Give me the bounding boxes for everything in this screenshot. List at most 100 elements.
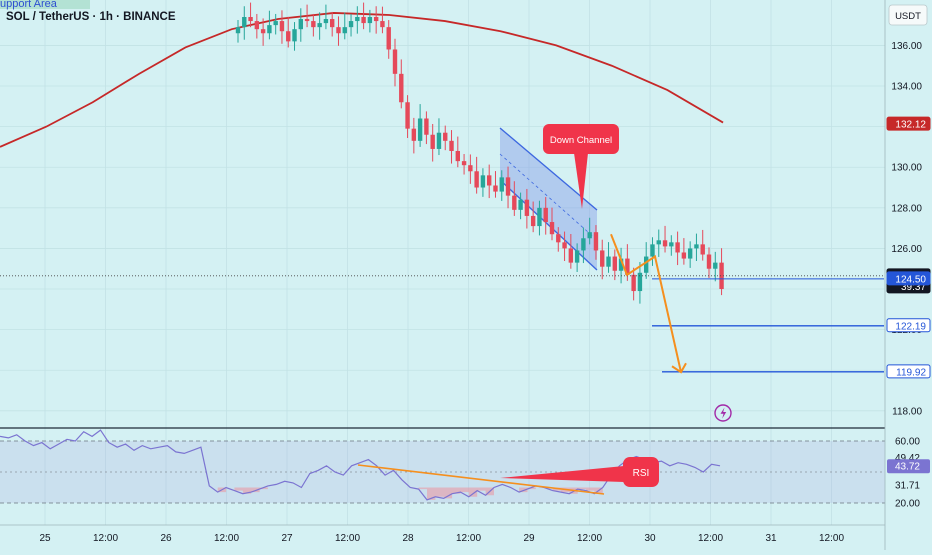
candle-body — [656, 240, 661, 245]
time-tick-label: 31 — [765, 533, 777, 544]
time-tick-label: 25 — [39, 533, 51, 544]
time-tick-label: 12:00 — [214, 533, 239, 544]
candle-body — [618, 258, 624, 271]
rsi-axis-label: 31.71 — [895, 480, 920, 491]
candle-body — [317, 23, 322, 28]
rsi-axis-label: 49.42 — [895, 453, 920, 464]
candle-body — [713, 262, 718, 269]
candle-body — [650, 244, 655, 257]
price-marker — [886, 271, 931, 286]
time-tick-label: 27 — [281, 533, 293, 544]
currency-button[interactable]: USDT — [888, 4, 928, 26]
candle-body — [235, 27, 241, 34]
candle-body — [367, 17, 373, 24]
price-marker-label: 119.92 — [896, 367, 926, 378]
candle-body — [706, 254, 712, 269]
candle-body — [392, 49, 398, 74]
rsi-line — [0, 429, 721, 501]
candle-body — [330, 19, 335, 28]
candle-body — [254, 21, 260, 30]
candle-body — [669, 242, 674, 247]
candle-body — [562, 242, 567, 249]
time-axis[interactable]: 25 12:00 26 12:00 27 12:00 28 12:00 29 12:00 30 12:… — [0, 524, 885, 544]
candle-body — [574, 250, 580, 263]
candle-body — [524, 199, 530, 216]
candle-body — [518, 199, 523, 210]
down-channel-label: Down Channel — [550, 135, 612, 146]
rsi-callout[interactable]: RSI — [500, 457, 659, 487]
candle-body — [468, 165, 473, 172]
time-tick-label: 30 — [644, 533, 656, 544]
price-marker — [886, 364, 931, 379]
candle-body — [436, 132, 442, 149]
candle-body — [687, 248, 693, 259]
rsi-value-marker — [887, 459, 930, 474]
alert-icon[interactable] — [714, 404, 732, 422]
rsi-axis-label: 20.00 — [895, 499, 920, 510]
price-tick-label: 136.00 — [891, 41, 922, 52]
time-tick-label: 12:00 — [819, 533, 844, 544]
candle-body — [248, 17, 253, 22]
currency-label: USDT — [895, 11, 921, 22]
candle-body — [292, 29, 297, 42]
down-channel-lower-line[interactable] — [499, 179, 598, 271]
price-tick-label: 126.00 — [891, 244, 922, 255]
price-pane[interactable]: Down Channel — [0, 2, 884, 422]
candle-body — [675, 242, 680, 253]
candle-body — [298, 19, 303, 30]
price-marker — [886, 116, 931, 131]
price-marker-label: 132.12 — [895, 120, 926, 131]
time-tick-label: 12:00 — [577, 533, 602, 544]
down-channel-fill — [500, 128, 597, 270]
candle-body — [587, 232, 592, 239]
time-tick-label: 12:00 — [456, 533, 481, 544]
rsi-pane[interactable]: RSI — [0, 429, 885, 504]
price-axis[interactable]: 118.00120.00122.00124.00126.00128.00130.… — [884, 0, 932, 550]
candle-body — [625, 258, 630, 275]
candle-body — [361, 17, 366, 24]
projection-arrow-path[interactable] — [610, 233, 682, 373]
time-tick-label: 12:00 — [335, 533, 360, 544]
price-tick-label: 134.00 — [891, 82, 922, 93]
down-channel-callout[interactable]: Down Channel — [543, 124, 619, 209]
candle-body — [662, 240, 668, 247]
candle-body — [399, 73, 404, 103]
price-tick-label: 128.00 — [891, 203, 922, 214]
candle-body — [336, 27, 341, 34]
time-axis-ticks: 25 12:00 26 12:00 27 12:00 28 12:00 29 12:00 30 12:… — [39, 533, 844, 544]
candle-body — [405, 102, 410, 129]
rsi-callout-label: RSI — [633, 468, 650, 479]
candle-body — [373, 17, 379, 22]
candle-body — [355, 17, 360, 22]
support-area-label: upport Area — [0, 0, 58, 10]
candle-body — [512, 195, 517, 210]
time-tick-label: 26 — [160, 533, 172, 544]
price-marker-label: 124.50 — [895, 274, 926, 285]
candle-body — [474, 171, 479, 188]
candle-body — [342, 27, 347, 34]
rsi-axis-label: 43.72 — [895, 462, 920, 473]
rsi-divergence-line[interactable] — [357, 464, 605, 495]
candle-body — [411, 128, 417, 141]
candle-body — [487, 175, 492, 186]
candle-body — [637, 272, 643, 292]
candle-body — [700, 244, 705, 255]
candle-body — [644, 256, 649, 273]
candle-body — [493, 185, 498, 192]
time-tick-label: 29 — [523, 533, 535, 544]
time-tick-label: 28 — [402, 533, 414, 544]
candle-body — [499, 177, 504, 192]
candle-body — [612, 256, 617, 271]
symbol-legend[interactable]: upport Area SOL / TetherUS · 1h · BINANC… — [0, 0, 176, 23]
candle-body — [461, 161, 467, 166]
candle-body — [606, 256, 611, 267]
rsi-axis-label: 60.00 — [895, 437, 920, 448]
candle-body — [386, 27, 391, 50]
price-tick-label: 118.00 — [892, 406, 922, 417]
moving-average-line — [0, 12, 724, 148]
